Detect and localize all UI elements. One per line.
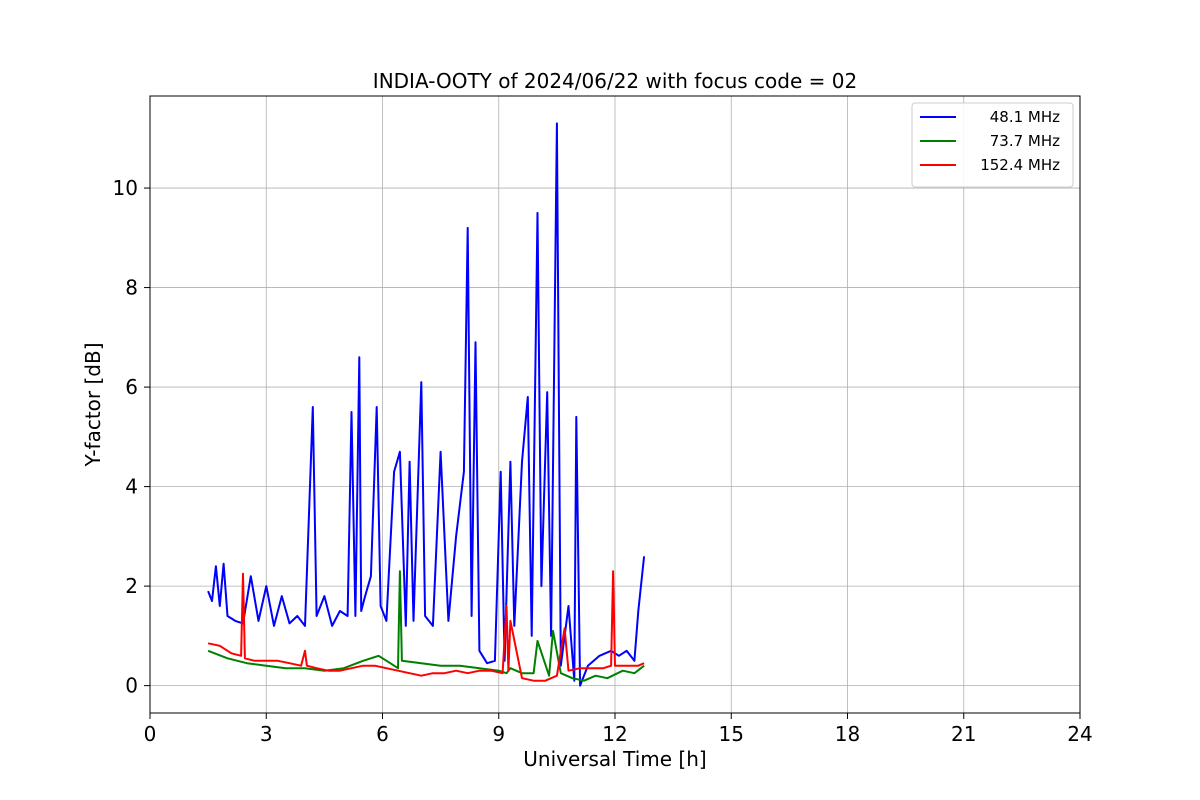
series-line-3	[207, 570, 645, 682]
x-tick-label: 18	[835, 722, 860, 746]
x-axis-label: Universal Time [h]	[523, 747, 706, 771]
series-line-2	[207, 570, 645, 682]
plot-series	[207, 122, 646, 687]
y-tick-label: 4	[125, 475, 138, 499]
series-line-1	[207, 122, 646, 687]
x-tick-label: 24	[1067, 722, 1092, 746]
y-tick-label: 6	[125, 375, 138, 399]
legend: 48.1 MHz 73.7 MHz 152.4 MHz	[911, 102, 1074, 188]
x-tick-label: 0	[144, 722, 157, 746]
y-tick-label: 2	[125, 574, 138, 598]
x-tick-label: 12	[602, 722, 627, 746]
x-tick-label: 9	[492, 722, 505, 746]
x-tick-label: 3	[260, 722, 273, 746]
legend-label: 73.7 MHz	[990, 132, 1060, 150]
x-tick-label: 6	[376, 722, 389, 746]
legend-label: 152.4 MHz	[980, 156, 1060, 174]
y-tick-label: 8	[125, 276, 138, 300]
y-axis-label: Y-factor [dB]	[81, 342, 105, 467]
y-tick-label: 10	[113, 176, 138, 200]
legend-label: 48.1 MHz	[990, 108, 1060, 126]
x-tick-label: 21	[951, 722, 976, 746]
x-tick-label: 15	[719, 722, 744, 746]
y-tick-label: 0	[125, 674, 138, 698]
chart-title: INDIA-OOTY of 2024/06/22 with focus code…	[373, 69, 857, 93]
